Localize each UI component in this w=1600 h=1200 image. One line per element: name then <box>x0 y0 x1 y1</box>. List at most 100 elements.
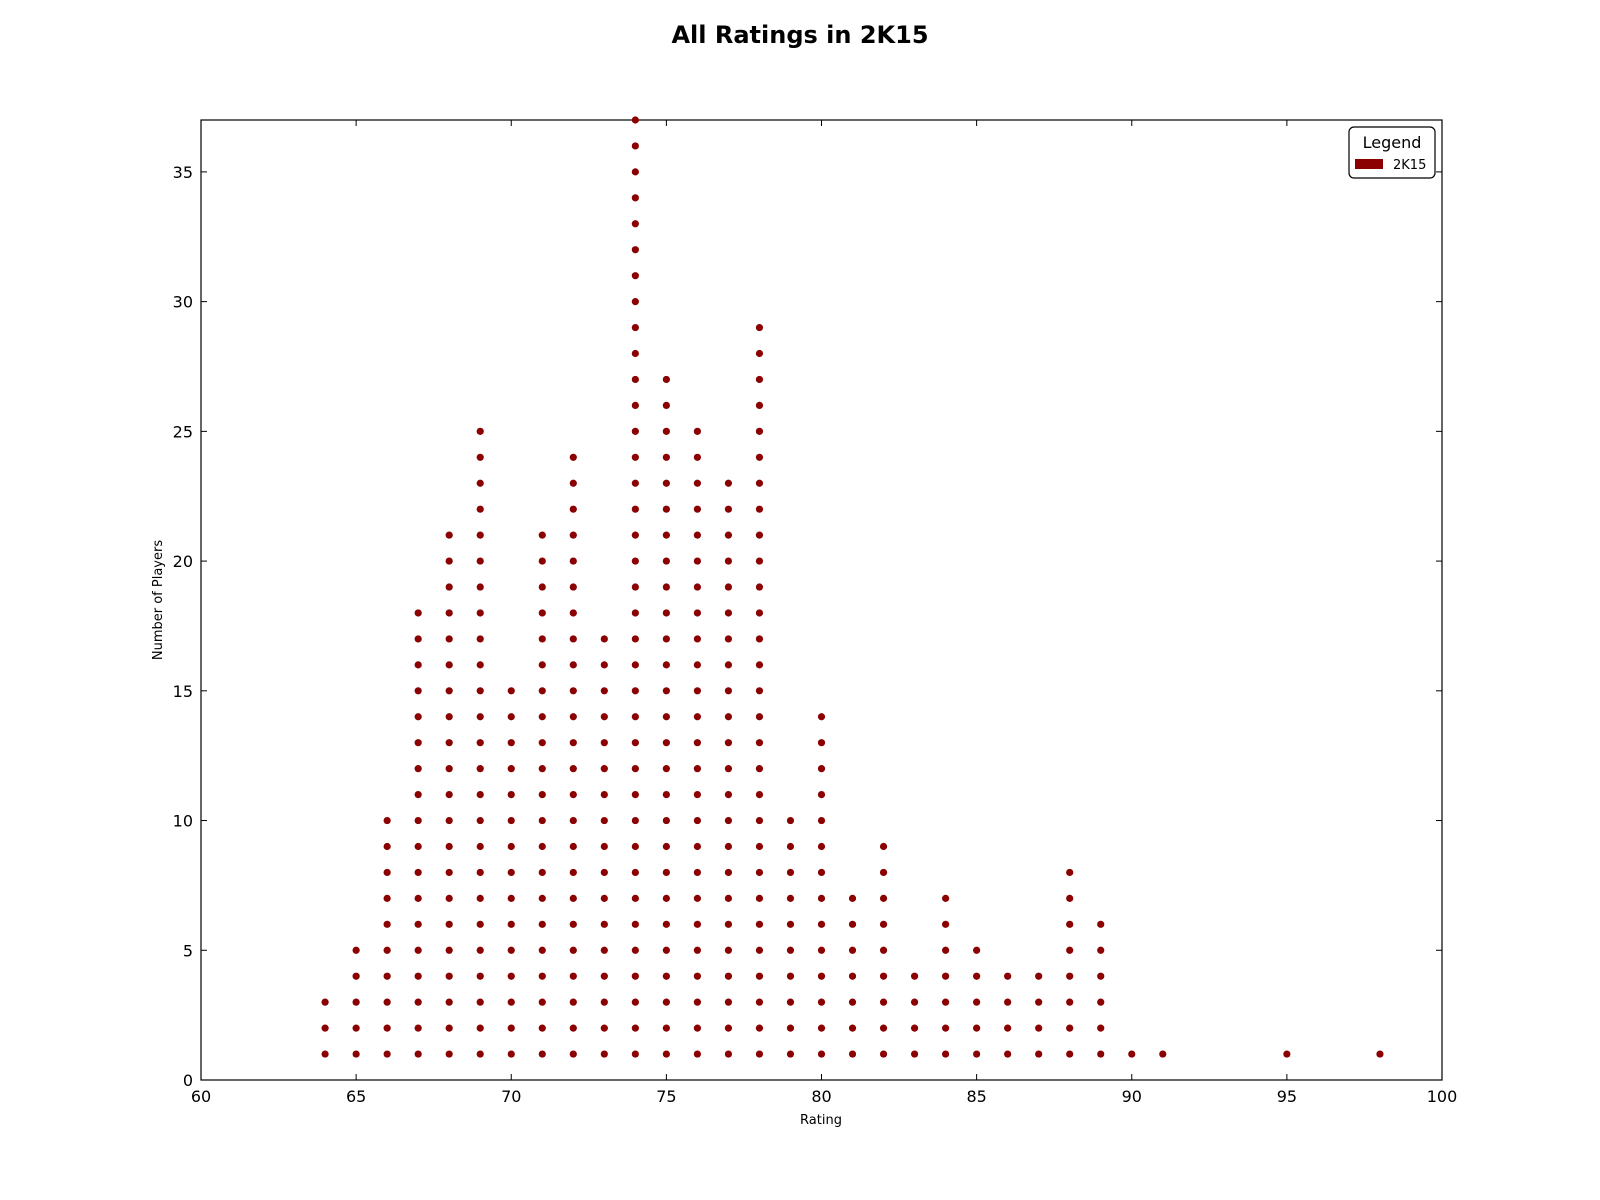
data-point <box>631 816 639 825</box>
data-point <box>445 531 453 539</box>
data-point <box>538 557 546 565</box>
data-point <box>476 1024 484 1032</box>
x-tick-label: 75 <box>656 1087 676 1106</box>
data-point <box>879 946 888 954</box>
data-point <box>569 946 577 954</box>
data-point <box>569 583 577 591</box>
data-point <box>631 246 639 254</box>
data-point <box>662 868 670 877</box>
data-point <box>631 609 639 617</box>
data-point <box>445 765 453 773</box>
data-point <box>476 816 484 825</box>
data-point <box>848 920 857 928</box>
data-point <box>693 790 702 799</box>
data-point <box>724 635 733 643</box>
data-point <box>786 998 795 1006</box>
data-point <box>569 687 577 695</box>
data-point <box>476 453 484 461</box>
data-point <box>631 323 639 332</box>
data-point <box>476 427 484 435</box>
data-point <box>662 998 670 1006</box>
data-point <box>693 816 702 825</box>
data-point <box>445 998 453 1006</box>
data-point <box>476 687 484 695</box>
data-point <box>817 765 826 773</box>
data-point <box>631 349 639 358</box>
data-point <box>538 816 546 825</box>
data-point <box>507 687 515 695</box>
data-point <box>1066 1050 1074 1058</box>
data-point <box>507 868 515 877</box>
data-point <box>755 531 764 539</box>
data-point <box>445 868 453 877</box>
data-point <box>755 609 764 617</box>
data-point <box>1035 972 1043 980</box>
data-point <box>973 972 981 980</box>
data-point <box>693 894 702 902</box>
data-point <box>414 765 422 773</box>
data-point <box>476 868 484 877</box>
data-point <box>445 583 453 591</box>
data-point <box>1066 894 1074 902</box>
data-point <box>538 998 546 1006</box>
data-point <box>600 998 608 1006</box>
data-point <box>538 790 546 799</box>
data-point <box>1066 920 1074 928</box>
data-point <box>942 894 950 902</box>
data-point <box>724 557 733 565</box>
data-point <box>414 790 422 799</box>
data-point <box>538 894 546 902</box>
data-point <box>662 401 670 410</box>
data-point <box>1097 946 1105 954</box>
data-point <box>879 1024 888 1032</box>
data-point <box>631 972 639 980</box>
data-point <box>476 583 484 591</box>
data-point <box>724 739 733 747</box>
y-tick-label: 5 <box>183 941 193 960</box>
data-point <box>755 946 764 954</box>
data-point <box>693 635 702 643</box>
y-tick-label: 35 <box>173 163 193 182</box>
data-point <box>724 998 733 1006</box>
data-point <box>786 868 795 877</box>
y-tick-label: 15 <box>173 682 193 701</box>
data-point <box>476 765 484 773</box>
data-point <box>383 920 391 928</box>
data-point <box>1159 1050 1167 1058</box>
data-point <box>445 972 453 980</box>
y-axis-label: Number of Players <box>151 540 166 660</box>
data-point <box>662 635 670 643</box>
data-point <box>383 1050 391 1058</box>
data-point <box>414 609 422 617</box>
data-point <box>414 894 422 902</box>
data-point <box>569 453 577 461</box>
data-point <box>724 894 733 902</box>
data-point <box>662 739 670 747</box>
data-point <box>476 635 484 643</box>
data-point <box>507 920 515 928</box>
data-point <box>1066 1024 1074 1032</box>
data-point <box>569 479 577 487</box>
data-point <box>352 998 360 1006</box>
x-tick-label: 95 <box>1277 1087 1297 1106</box>
data-point <box>631 142 639 150</box>
data-point <box>693 687 702 695</box>
data-point <box>662 713 670 721</box>
data-point <box>693 998 702 1006</box>
data-point <box>507 998 515 1006</box>
x-tick-label: 80 <box>811 1087 831 1106</box>
data-point <box>631 920 639 928</box>
x-tick-label: 70 <box>501 1087 521 1106</box>
data-point <box>662 427 670 435</box>
data-point <box>538 661 546 669</box>
data-point <box>600 816 608 825</box>
data-point <box>693 505 702 513</box>
data-point <box>414 998 422 1006</box>
data-point <box>724 972 733 980</box>
data-point <box>631 739 639 747</box>
data-point <box>755 583 764 591</box>
data-point <box>569 713 577 721</box>
x-tick-label: 85 <box>966 1087 986 1106</box>
data-point <box>786 1050 795 1058</box>
data-point <box>569 816 577 825</box>
